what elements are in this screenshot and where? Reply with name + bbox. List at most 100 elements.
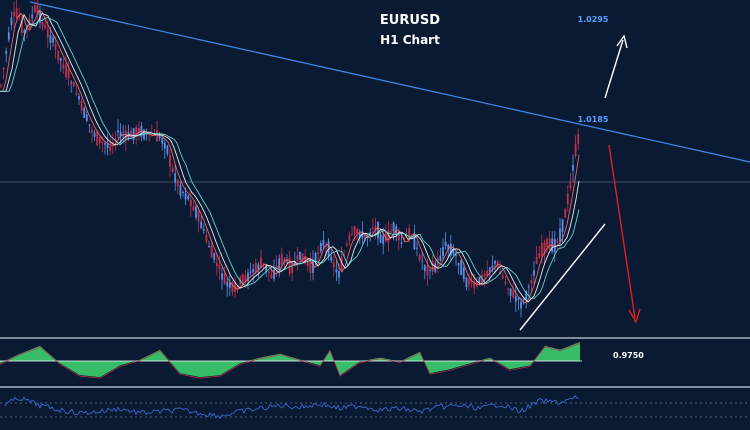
candle-body (52, 37, 54, 43)
current-level-label: 0.9750 (613, 351, 644, 360)
candle-body (533, 270, 535, 276)
candle-body (561, 219, 564, 232)
candle-body (462, 267, 465, 280)
candle-body (335, 269, 338, 273)
candle-body (0, 84, 2, 86)
candle-body (101, 141, 104, 143)
candle-body (278, 258, 281, 269)
candle-body (215, 262, 218, 267)
candle-body (449, 244, 452, 256)
candle-body (111, 142, 114, 144)
candle-body (226, 281, 229, 287)
candle-body (187, 195, 190, 200)
candle-body (80, 100, 83, 111)
candle-body (241, 274, 244, 283)
candle-body (507, 288, 509, 290)
candle-body (572, 164, 574, 171)
candle-body (322, 239, 325, 246)
candle-body (197, 211, 200, 222)
candle-body (5, 50, 8, 54)
candle-body (397, 232, 400, 241)
candle-body (288, 257, 291, 275)
candle-body (460, 260, 463, 276)
candle-body (210, 245, 213, 258)
candle-body (509, 288, 512, 296)
candle-body (98, 136, 101, 143)
candle-body (444, 241, 447, 247)
candle-body (413, 233, 416, 250)
down-arrow-line (608, 144, 636, 319)
candle-body (345, 243, 348, 246)
candle-body (132, 128, 135, 140)
oscillator-area (0, 342, 580, 378)
up-arrow-line (604, 39, 624, 99)
candle-body (566, 193, 569, 205)
candle-body (358, 233, 361, 239)
candle-body (543, 242, 546, 254)
candle-body (369, 232, 372, 235)
candle-body (569, 181, 572, 189)
candle-body (577, 134, 580, 144)
candle-body (293, 261, 296, 266)
candle-body (306, 260, 309, 267)
candle-body (392, 222, 395, 232)
candle-body (296, 255, 299, 261)
candle-body (353, 226, 356, 235)
candle-body (364, 234, 366, 241)
candle-body (309, 260, 312, 273)
ma-white-line (0, 12, 580, 303)
candle-body (218, 264, 221, 270)
candle-body (65, 65, 67, 78)
candle-body (70, 82, 73, 84)
candle-body (390, 231, 392, 233)
candle-body (382, 235, 385, 245)
candle-body (195, 206, 197, 218)
candle-body (2, 67, 5, 70)
candle-body (387, 230, 390, 243)
candle-body (213, 253, 216, 260)
candle-body (265, 264, 268, 272)
candle-body (228, 282, 231, 288)
candle-body (135, 127, 138, 137)
candle-body (501, 275, 504, 278)
candle-body (262, 263, 265, 265)
candle-body (522, 298, 525, 300)
candle-body (538, 253, 541, 258)
rising-support-line (519, 223, 606, 331)
candle-body (122, 134, 125, 136)
candle-body (114, 138, 117, 142)
upper-target-label: 1.0295 (578, 15, 609, 24)
candle-body (273, 269, 275, 280)
candle-body (174, 173, 177, 183)
candle-body (46, 29, 49, 38)
candle-body (527, 286, 530, 288)
candle-body (270, 274, 273, 278)
candle-body (23, 30, 26, 33)
candle-body (145, 133, 148, 135)
oscillator-signal-line (0, 342, 581, 379)
candle-body (176, 180, 179, 187)
candle-body (72, 82, 75, 87)
candle-body (486, 270, 489, 276)
candle-body (312, 259, 314, 273)
candle-body (470, 280, 473, 283)
candle-body (78, 95, 80, 100)
chart-subtitle: H1 Chart (380, 33, 440, 47)
candle-body (13, 12, 15, 17)
candle-body (483, 273, 486, 277)
candle-body (156, 130, 158, 142)
candle-body (291, 262, 294, 273)
candle-body (20, 20, 23, 33)
candle-body (540, 243, 543, 257)
candle-body (371, 227, 374, 229)
candle-body (267, 271, 270, 273)
candle-body (249, 271, 252, 273)
candle-body (356, 228, 359, 234)
candle-body (208, 246, 210, 248)
up-arrow-head (616, 34, 628, 49)
candle-body (247, 272, 249, 281)
candle-body (514, 296, 517, 303)
candle-body (535, 257, 538, 264)
candle-body (91, 129, 93, 133)
candle-body (351, 233, 353, 235)
